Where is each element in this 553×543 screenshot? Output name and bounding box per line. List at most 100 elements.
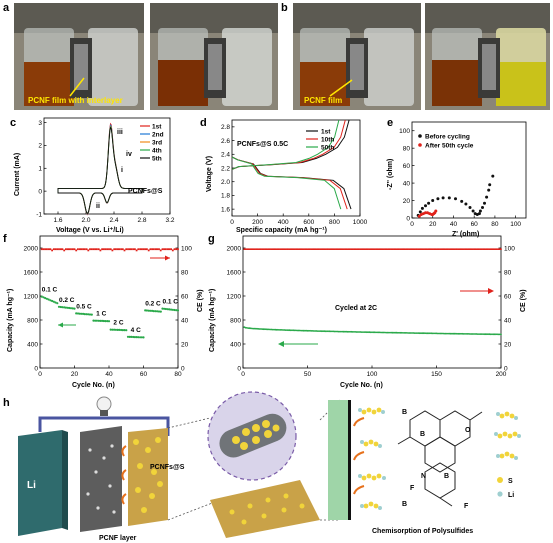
chart-g-cap-point-111 (385, 331, 388, 334)
chart-f-cap-point-20 (73, 307, 76, 310)
chart-f-ce-point-59 (140, 248, 143, 251)
chart-g-ytick-label-4: 1600 (227, 269, 242, 276)
chart-g-cap-point-118 (394, 331, 397, 334)
chart-g-ce-point-16 (262, 248, 265, 250)
chart-f-ce-point-10 (56, 248, 59, 251)
chart-g-ce-point-200 (500, 248, 502, 250)
polysulfide-chains-left (358, 407, 386, 510)
chart-e-ytick-label-1: 20 (403, 198, 411, 205)
chart-f-rate-label-7: 0.1 C (162, 299, 178, 306)
chart-f-ce-point-67 (154, 248, 157, 251)
photo-a-caption: PCNF film with interlayer (28, 96, 123, 105)
chart-g-cap-point-108 (381, 331, 384, 334)
chart-e-point-0-7 (441, 196, 445, 200)
chart-g-ce-point-198 (497, 248, 500, 250)
chart-g-ce-point-32 (283, 248, 286, 250)
chart-g-cap-point-126 (404, 332, 407, 334)
chart-c-annotation: PCNFs@S (128, 188, 163, 195)
chart-f-ce-point-68 (156, 248, 159, 251)
chart-d-ytick-label-1: 1.8 (221, 193, 230, 200)
chart-g-ce-point-163 (452, 248, 455, 250)
chart-f-cap-point-44 (114, 328, 117, 331)
chart-f-cap-point-71 (161, 307, 164, 310)
chart-f-cap-point-41 (109, 328, 112, 331)
chart-g-ce-point-120 (397, 248, 399, 250)
chart-c-line-4th (57, 125, 144, 215)
chart-g-ce-point-176 (469, 248, 471, 250)
chart-g-cap-point-16 (262, 328, 265, 331)
chart-g-ce-point-17 (264, 248, 266, 250)
chart-f-ce-point-35 (99, 249, 102, 252)
chart-g-ce-point-112 (386, 248, 389, 250)
chart-f-ce-point-13 (61, 248, 64, 251)
chart-g-ce-point-160 (448, 248, 451, 250)
chart-f-ce-point-9 (54, 248, 57, 251)
chart-g-ce-point-33 (284, 248, 287, 250)
chart-g-ce-point-29 (279, 248, 282, 250)
chart-g-ce-point-61 (320, 248, 323, 250)
chart-f-ce-point-2 (42, 248, 45, 251)
chart-e-point-0-18 (481, 206, 484, 209)
chart-f-cap-point-40 (107, 320, 111, 323)
polysulfide-liquid-a2 (158, 60, 208, 106)
chart-g-ce-point-78 (342, 248, 345, 250)
chart-f-cap-point-22 (76, 312, 80, 315)
chart-g-ce-point-125 (403, 248, 405, 250)
chart-g-cap-point-192 (489, 333, 492, 336)
chart-g-ce-point-43 (297, 248, 300, 250)
chart-g-cap-point-183 (478, 333, 480, 335)
chart-g-ce-point-146 (430, 248, 433, 250)
chart-g-cap-point-33 (284, 329, 287, 331)
chart-g-ce-series (243, 248, 502, 250)
chart-g-ce-point-39 (292, 248, 295, 250)
chart-g-cap-point-107 (380, 331, 382, 334)
chart-f-ce-point-75 (168, 248, 171, 251)
chart-g-ce-point-182 (477, 248, 479, 250)
chart-g-ce-point-177 (470, 248, 473, 250)
chart-g-ce-point-63 (323, 248, 326, 250)
chart-f-cap-point-70 (159, 310, 162, 313)
chart-g-ce-point-56 (314, 248, 316, 250)
chart-f-ce-point-64 (149, 248, 152, 251)
panel-g-letter: g (208, 233, 215, 245)
chart-g-cap-point-127 (405, 332, 408, 334)
chart-c-peak-i: i (121, 167, 123, 174)
chart-g-ce-point-113 (388, 248, 390, 250)
chart-f-cap-point-27 (85, 313, 88, 316)
chart-g-ce-point-55 (313, 248, 315, 250)
chart-g-ce-point-2 (244, 248, 247, 250)
chart-f-ce-series (40, 248, 179, 252)
pcnf-layer-dots (86, 444, 116, 514)
chart-f-ce-point-7 (51, 249, 53, 252)
chart-e-xtick-label-1: 20 (429, 221, 437, 228)
chart-g-ce-point-9 (253, 248, 256, 250)
chart-d-xtick-label-5: 1000 (353, 219, 368, 226)
panel-a-letter: a (3, 2, 10, 14)
chart-g-ce-point-192 (489, 248, 492, 250)
chart-e-legend-label-0: Before cycling (425, 133, 470, 140)
chart-g-cap-point-162 (451, 332, 453, 335)
chart-g-cap-point-117 (393, 331, 395, 334)
chart-g-cap-point-47 (302, 329, 305, 332)
chart-g-ce-point-15 (261, 248, 264, 250)
chart-g-ce-point-127 (406, 248, 408, 250)
chart-e-xtick-label-3: 60 (471, 221, 479, 228)
chart-f-cap-point-79 (175, 309, 178, 312)
chart-g-cap-point-130 (409, 332, 412, 334)
chart-f-cap-point-76 (170, 308, 173, 311)
chart-e-legend-label-1: After 50th cycle (425, 142, 474, 149)
chart-g-y2tick-label-4: 80 (504, 269, 512, 276)
chart-f-cap-point-4 (45, 297, 49, 300)
chart-g-ce-point-196 (495, 248, 497, 250)
chart-e-point-1-0 (417, 214, 421, 218)
chart-g-ce-point-128 (407, 248, 409, 250)
chart-g-cap-point-182 (476, 333, 479, 335)
chart-f-y2tick-label-2: 40 (181, 317, 189, 324)
chart-g-cap-point-181 (475, 333, 478, 335)
chart-g-ce-point-181 (475, 248, 478, 250)
clamp-window-a (74, 44, 88, 90)
chart-g-ce-point-129 (408, 248, 411, 250)
clamp-window-b (350, 44, 364, 90)
pcnf-layer (80, 426, 122, 532)
chart-g-cap-point-90 (358, 331, 360, 333)
